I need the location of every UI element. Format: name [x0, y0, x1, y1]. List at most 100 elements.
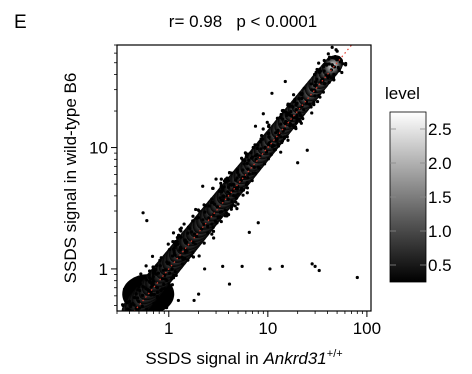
scatter-point [143, 276, 147, 280]
scatter-point [149, 277, 153, 281]
scatter-point [202, 203, 206, 207]
scatter-point [321, 90, 325, 94]
scatter-point [280, 264, 284, 268]
y-tick-label: 1 [99, 260, 108, 279]
scatter-point [215, 205, 219, 209]
scatter-point [243, 175, 247, 179]
scatter-point [203, 210, 207, 214]
scatter-point [275, 116, 280, 120]
scatter-point [255, 153, 259, 157]
scatter-point [132, 280, 136, 284]
scatter-point [224, 177, 228, 181]
scatter-point [222, 185, 226, 189]
scatter-point [221, 194, 226, 198]
scatter-point [262, 162, 267, 166]
scatter-point [253, 124, 258, 128]
scatter-point [235, 187, 239, 191]
scatter-point [178, 247, 182, 251]
scatter-point [312, 100, 316, 104]
scatter-point [141, 211, 145, 215]
scatter-point [190, 230, 194, 234]
scatter-point [164, 305, 169, 310]
colorbar-tick-label: 1.5 [428, 188, 452, 207]
scatter-point [330, 45, 334, 49]
scatter-point [279, 135, 283, 139]
scatter-point [191, 219, 195, 223]
scatter-point [235, 170, 240, 175]
scatter-point [322, 69, 326, 73]
scatter-point [226, 185, 231, 189]
scatter-point [247, 172, 251, 176]
scatter-point [139, 315, 142, 318]
scatter-point [302, 86, 306, 90]
scatter-point [167, 261, 171, 265]
scatter-point [212, 202, 217, 206]
scatter-point [145, 278, 149, 282]
scatter-point [210, 197, 214, 201]
scatter-point [219, 177, 223, 181]
scatter-point [276, 128, 280, 132]
colorbar-ticks: 0.5 1.0 1.5 2.0 2.5 [390, 120, 452, 275]
scatter-point [173, 270, 177, 274]
scatter-point [326, 76, 330, 80]
scatter-point [192, 298, 196, 303]
scatter-point [229, 183, 234, 187]
scatter-point [138, 282, 142, 286]
scatter-point [215, 221, 219, 225]
scatter-point [267, 135, 271, 139]
scatter-point [295, 113, 299, 117]
scatter-point [221, 264, 225, 268]
x-tick-label: 100 [353, 319, 381, 338]
scatter-point [159, 256, 163, 260]
y-axis-label: SSDS signal in wild-type B6 [61, 73, 80, 284]
chart-title: r= 0.98 p < 0.0001 [169, 12, 317, 31]
scatter-point [168, 271, 172, 275]
scatter-point [206, 224, 210, 229]
scatter-point [245, 181, 249, 186]
scatter-point [191, 214, 195, 218]
scatter-point [172, 273, 176, 278]
scatter-point [125, 300, 129, 304]
scatter-point [171, 276, 176, 280]
scatter-point [321, 65, 326, 69]
scatter-point [162, 286, 167, 291]
scatter-point [151, 270, 156, 274]
scatter-point [276, 142, 280, 146]
scatter-point [199, 227, 204, 231]
scatter-point [256, 221, 260, 225]
scatter-point [250, 179, 254, 183]
y-axis-ticks: 1 10 [89, 44, 117, 306]
scatter-point [343, 63, 348, 67]
scatter-point [172, 246, 176, 250]
scatter-point [317, 70, 322, 74]
scatter-point [298, 119, 302, 124]
scatter-point [258, 140, 262, 144]
scatter-point [186, 258, 190, 262]
scatter-point [314, 70, 318, 74]
colorbar-title: level [385, 84, 420, 103]
scatter-point [223, 208, 227, 212]
scatter-point [145, 307, 149, 311]
scatter-point [332, 72, 336, 76]
scatter-point [244, 155, 248, 159]
scatter-point [256, 165, 260, 169]
scatter-point [161, 268, 166, 272]
scatter-point [279, 122, 283, 126]
scatter-point [236, 192, 240, 196]
scatter-point [327, 80, 331, 84]
scatter-point [135, 296, 140, 300]
scatter-point [305, 101, 309, 105]
scatter-point [122, 287, 127, 291]
scatter-point [183, 250, 187, 254]
x-axis-ticks: 1 10 100 [116, 311, 381, 338]
scatter-point [140, 304, 144, 308]
y-tick-label: 10 [89, 139, 108, 158]
scatter-point [144, 264, 148, 268]
scatter-point [283, 79, 287, 84]
scatter-point [292, 100, 297, 104]
scatter-point [163, 273, 167, 277]
scatter-point [132, 296, 137, 300]
scatter-point [225, 214, 229, 218]
scatter-point [211, 225, 215, 229]
scatter-point [131, 315, 134, 318]
